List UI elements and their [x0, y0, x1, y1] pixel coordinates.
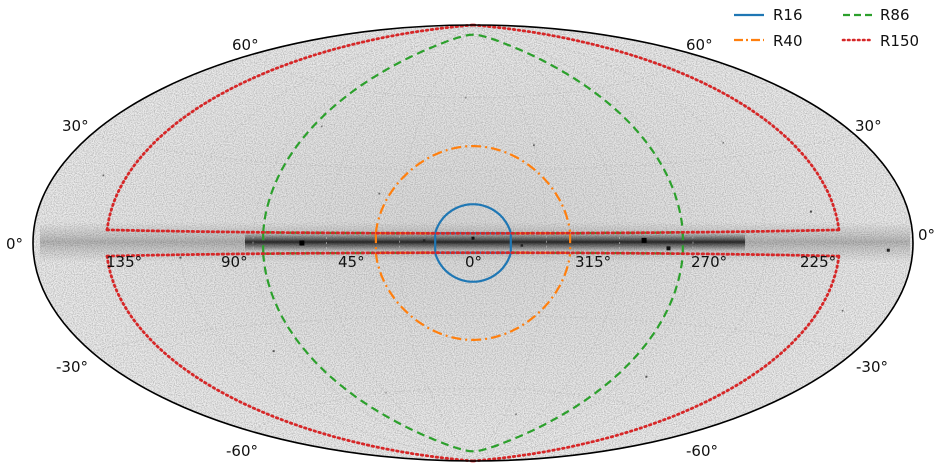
lon-label-0: 0°	[465, 253, 482, 271]
lat-label-60-right: 60°	[686, 36, 713, 54]
lat-label-m30-left: -30°	[56, 358, 88, 376]
r150-region-meridian	[105, 23, 475, 232]
graticule-lat-line	[91, 315, 855, 353]
r150-region-meridian	[471, 254, 841, 463]
lon-label-45: 45°	[338, 253, 365, 271]
r40-region-upper	[374, 145, 572, 234]
point-source	[464, 96, 467, 99]
point-source	[886, 248, 890, 252]
r150-region-band-bottom	[105, 251, 841, 258]
r16-region-lower	[434, 252, 512, 283]
lat-label-m60-right: -60°	[686, 442, 718, 460]
point-source	[533, 144, 535, 147]
r16-region-upper	[434, 203, 512, 234]
legend-entry-r150: R150	[841, 32, 919, 50]
lat-label-60-left: 60°	[232, 36, 259, 54]
point-source	[471, 236, 475, 240]
lat-label-m30-right: -30°	[856, 358, 888, 376]
graticule-lon-line	[399, 24, 474, 462]
point-source	[645, 375, 648, 378]
legend-label-r40: R40	[773, 32, 803, 50]
region-outlines	[105, 23, 841, 463]
point-source	[841, 309, 844, 312]
lat-label-0-left: 0°	[6, 235, 23, 253]
point-source	[378, 192, 381, 195]
graticule-lon-line	[252, 24, 474, 462]
r150-region-band-top	[105, 228, 841, 235]
point-source	[102, 174, 105, 177]
lon-label-90: 90°	[221, 253, 248, 271]
lat-label-m60-left: -60°	[226, 442, 258, 460]
point-source	[422, 239, 426, 242]
point-source	[321, 125, 323, 128]
r40-region-lower	[374, 252, 572, 341]
graticule-lon-line	[472, 24, 547, 462]
legend-label-r86: R86	[880, 6, 910, 24]
point-source	[272, 350, 275, 353]
r150-region-meridian	[105, 254, 475, 463]
point-source	[299, 240, 305, 246]
legend-entry-r40: R40	[734, 32, 803, 50]
lon-label-135: 135°	[106, 253, 142, 271]
graticule-lon-line	[472, 24, 621, 462]
point-source	[722, 142, 724, 144]
lat-label-30-left: 30°	[62, 117, 89, 135]
graticule-lon-line	[325, 24, 474, 462]
r86-region-lower	[262, 253, 684, 453]
map-boundary	[32, 24, 914, 462]
r150-region-meridian	[471, 23, 841, 232]
legend-label-r16: R16	[773, 6, 803, 24]
point-source	[520, 244, 524, 247]
legend-entry-r16: R16	[734, 6, 803, 24]
graticule-lon-line	[472, 24, 767, 462]
lon-label-225: 225°	[800, 253, 836, 271]
lon-label-270: 270°	[691, 253, 727, 271]
lat-label-0-right: 0°	[918, 226, 935, 244]
legend-entry-r86: R86	[843, 6, 910, 24]
r86-region-upper	[262, 33, 684, 233]
point-source	[179, 256, 182, 259]
legend: R16 R40 R86 R150	[734, 6, 919, 50]
point-sources	[102, 96, 890, 416]
point-source	[641, 237, 647, 243]
graticule-lat-line	[252, 387, 694, 433]
graticule-lon-line	[179, 24, 474, 462]
legend-label-r150: R150	[880, 32, 919, 50]
point-source	[666, 246, 671, 251]
point-source	[809, 210, 812, 213]
galactic-plane-bright	[245, 233, 745, 251]
point-source	[515, 413, 517, 416]
lat-label-30-right: 30°	[855, 117, 882, 135]
graticule-lon-line	[472, 24, 694, 462]
lon-label-315: 315°	[575, 253, 611, 271]
